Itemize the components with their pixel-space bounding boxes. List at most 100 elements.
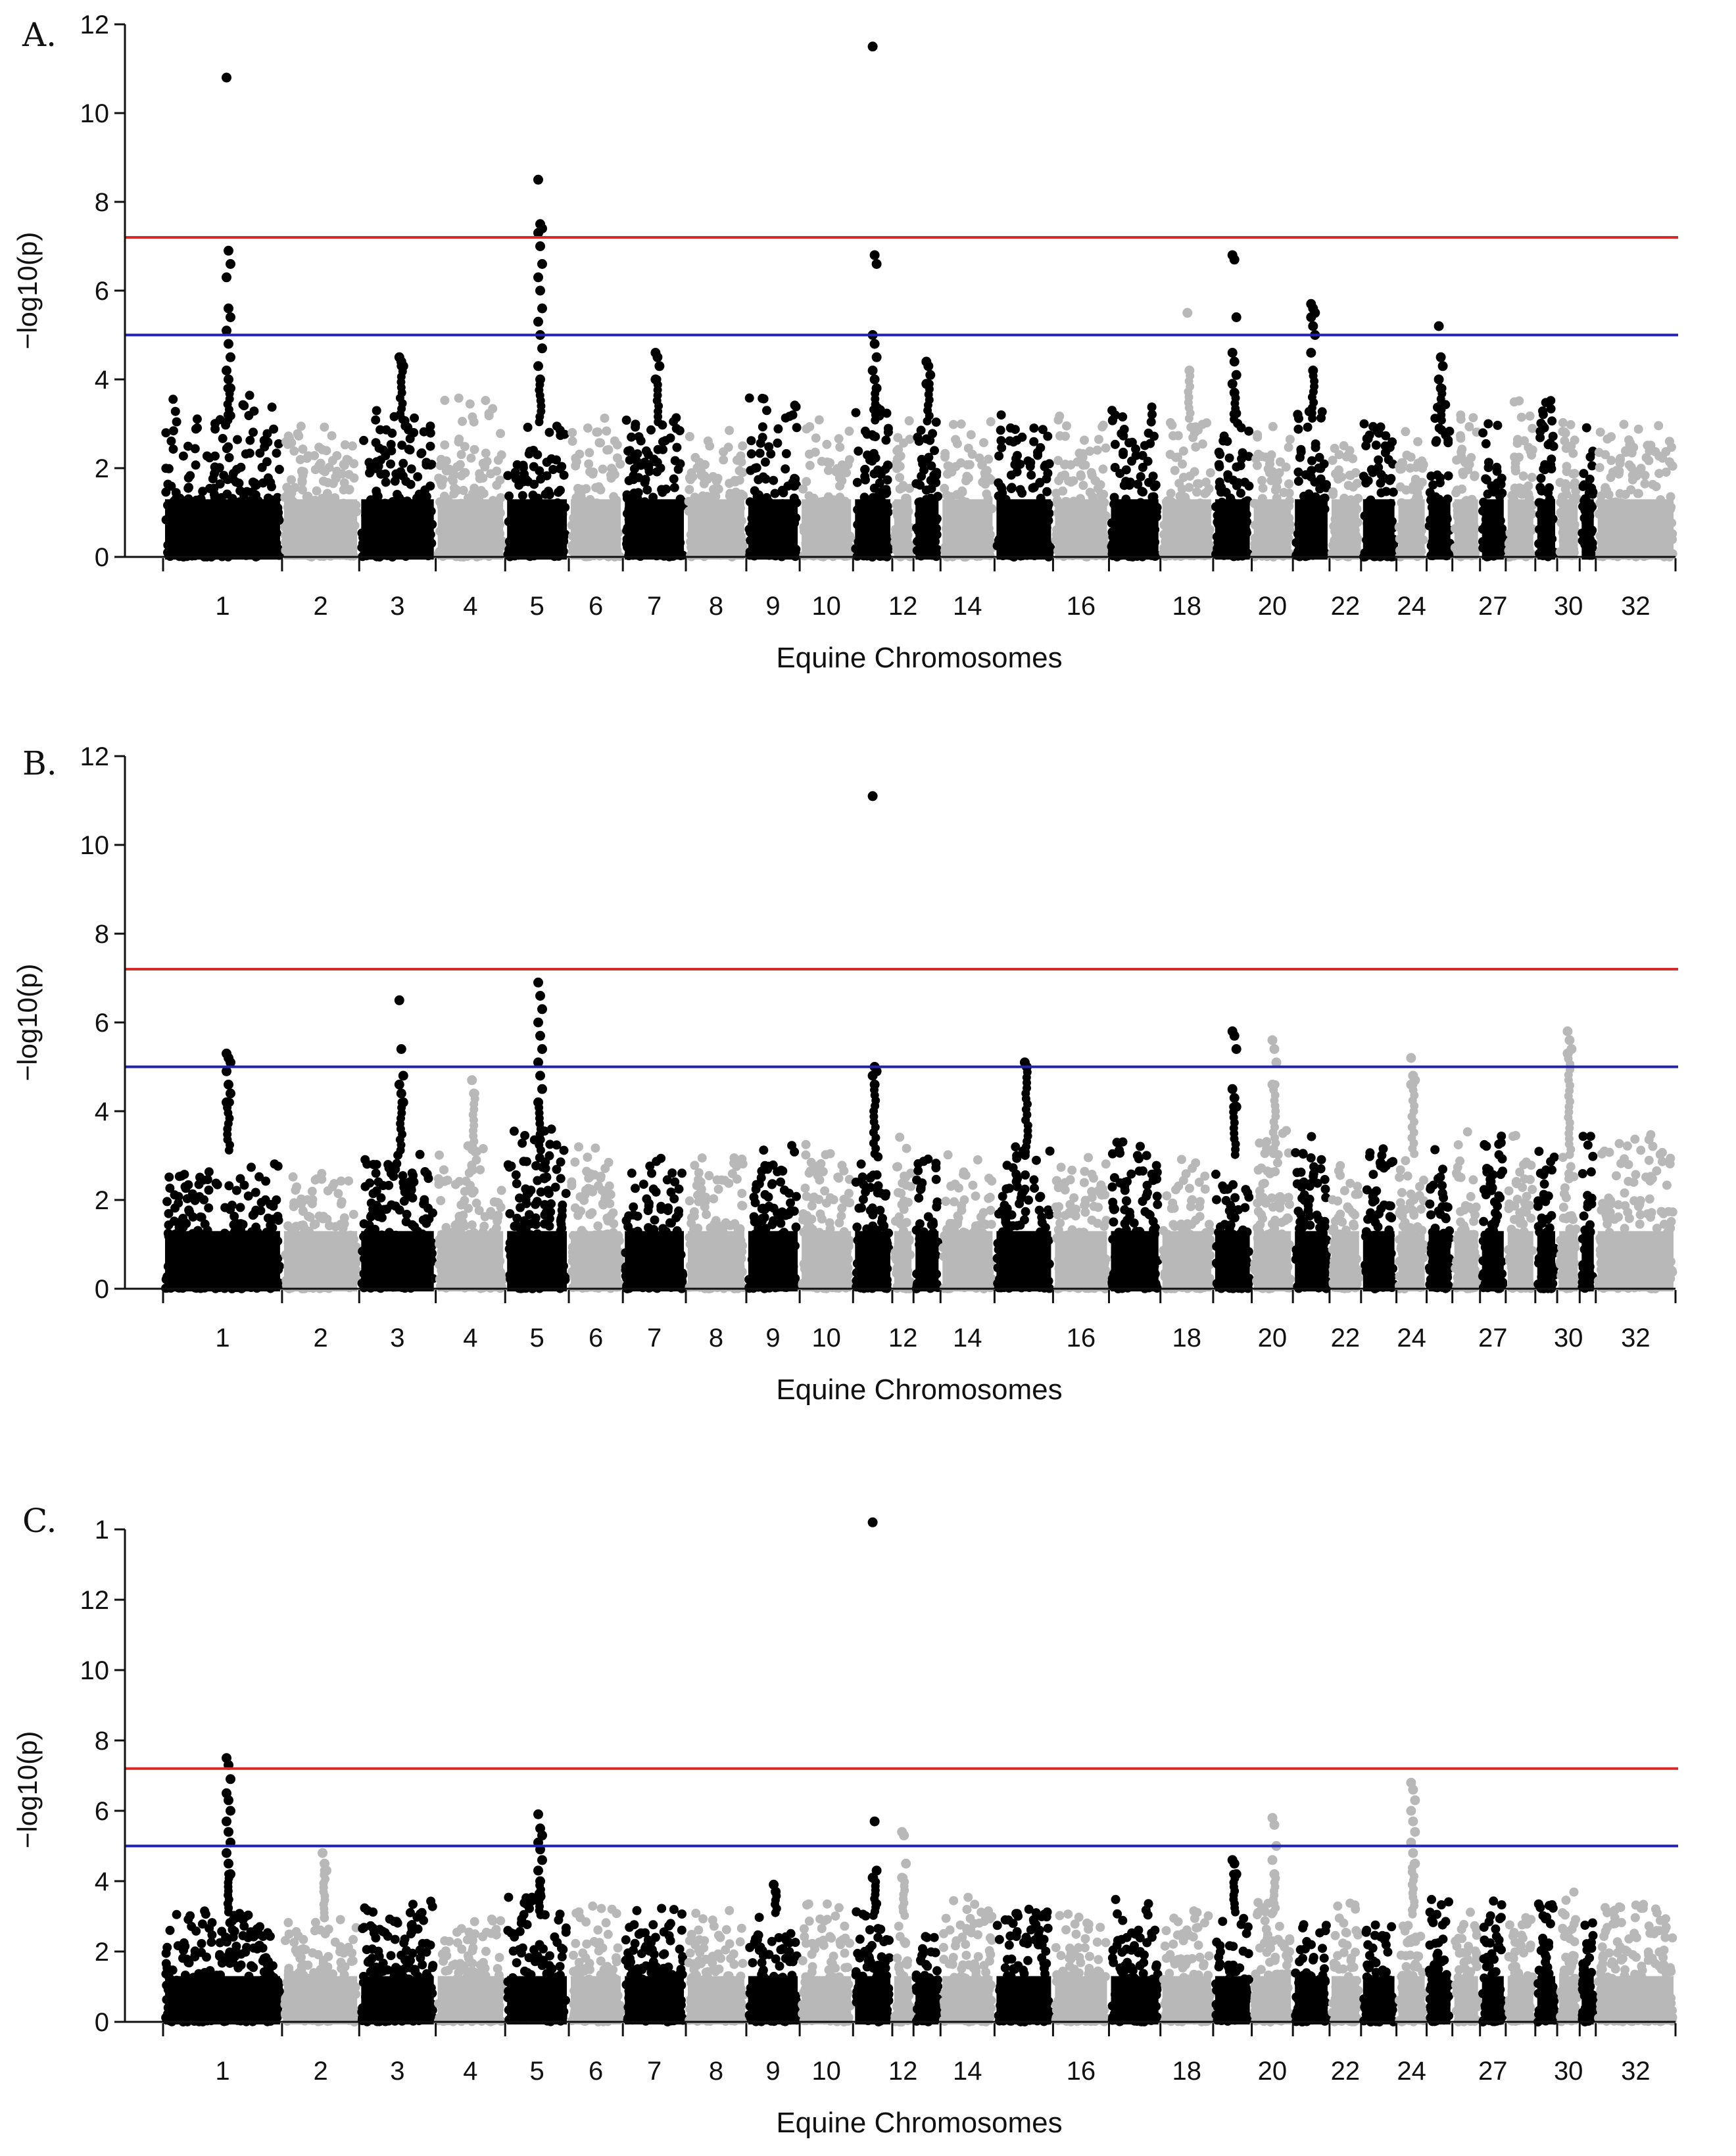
snp-point bbox=[600, 414, 610, 423]
snp-density-band bbox=[165, 1231, 280, 1292]
snp-point bbox=[746, 436, 756, 446]
snp-point bbox=[204, 1186, 214, 1195]
x-tick-label: 4 bbox=[463, 592, 477, 621]
peak-snp-point bbox=[1229, 356, 1240, 367]
x-tick-label: 24 bbox=[1397, 592, 1426, 621]
snp-point bbox=[1061, 431, 1070, 441]
snp-point bbox=[1508, 490, 1518, 500]
snp-point bbox=[405, 434, 415, 444]
snp-point bbox=[1432, 436, 1441, 446]
snp-point bbox=[406, 464, 416, 474]
snp-point bbox=[711, 476, 721, 486]
snp-point bbox=[195, 1172, 205, 1182]
snp-point bbox=[235, 1203, 245, 1212]
snp-point bbox=[798, 484, 808, 494]
snp-point bbox=[1026, 470, 1036, 480]
snp-point bbox=[1346, 471, 1355, 481]
snp-point bbox=[1138, 462, 1147, 472]
snp-point bbox=[931, 418, 941, 427]
snp-point bbox=[984, 454, 994, 464]
snp-point bbox=[982, 489, 992, 499]
snp-point bbox=[1615, 489, 1625, 498]
snp-point bbox=[1644, 456, 1654, 466]
snp-point bbox=[1201, 487, 1211, 497]
x-tick-label: 20 bbox=[1258, 592, 1288, 621]
snp-point bbox=[621, 416, 631, 425]
peak-snp-point bbox=[925, 370, 936, 380]
x-tick-label: 14 bbox=[953, 592, 982, 621]
snp-point bbox=[191, 460, 201, 470]
x-axis-title: Equine Chromosomes bbox=[776, 642, 1062, 674]
snp-point bbox=[518, 491, 527, 500]
snp-point bbox=[1560, 427, 1570, 437]
snp-point bbox=[282, 483, 292, 492]
snp-point bbox=[1268, 421, 1278, 431]
snp-point bbox=[1587, 461, 1597, 471]
snp-point bbox=[1215, 482, 1224, 492]
snp-point bbox=[1328, 490, 1338, 499]
snp-point bbox=[190, 444, 200, 454]
snp-point bbox=[298, 444, 308, 454]
snp-point bbox=[1315, 484, 1325, 494]
snp-point bbox=[164, 1209, 174, 1218]
snp-point bbox=[283, 439, 293, 449]
snp-point bbox=[979, 438, 988, 448]
snp-point bbox=[559, 470, 569, 480]
snp-point bbox=[1026, 458, 1036, 467]
snp-point bbox=[1510, 458, 1520, 468]
snp-point bbox=[178, 451, 188, 461]
snp-point bbox=[1185, 471, 1195, 481]
snp-point bbox=[544, 427, 554, 437]
snp-point bbox=[1634, 466, 1644, 476]
snp-point bbox=[210, 424, 220, 434]
snp-point bbox=[208, 474, 218, 484]
snp-point bbox=[963, 460, 973, 469]
snp-point bbox=[245, 435, 255, 445]
snp-point bbox=[459, 467, 469, 477]
snp-point bbox=[685, 473, 694, 483]
peak-snp-point bbox=[224, 303, 233, 314]
snp-point bbox=[604, 445, 614, 454]
snp-point bbox=[1078, 481, 1088, 491]
snp-point bbox=[1633, 424, 1643, 434]
snp-point bbox=[755, 448, 765, 458]
snp-point bbox=[593, 427, 603, 437]
snp-point bbox=[322, 446, 331, 456]
x-tick-label: 10 bbox=[811, 592, 841, 621]
snp-point bbox=[852, 477, 862, 487]
snp-point bbox=[823, 457, 832, 467]
snp-point bbox=[456, 450, 466, 460]
snp-point bbox=[1406, 452, 1416, 462]
snp-point bbox=[975, 453, 984, 463]
snp-point bbox=[1110, 439, 1120, 449]
snp-point bbox=[994, 451, 1004, 461]
snp-point bbox=[1017, 432, 1027, 442]
snp-point bbox=[1667, 460, 1677, 470]
peak-snp-point bbox=[224, 416, 233, 425]
snp-point bbox=[1085, 487, 1095, 497]
snp-point bbox=[287, 475, 296, 485]
snp-point bbox=[339, 460, 349, 470]
peak-snp-point bbox=[923, 361, 934, 371]
snp-point bbox=[1131, 450, 1141, 460]
snp-point bbox=[892, 464, 902, 473]
peak-snp-point bbox=[871, 259, 882, 269]
snp-point bbox=[484, 411, 494, 421]
snp-point bbox=[440, 395, 450, 405]
snp-point bbox=[376, 455, 385, 465]
snp-point bbox=[649, 454, 659, 464]
snp-point bbox=[957, 487, 967, 497]
peak-snp-point bbox=[869, 374, 880, 385]
snp-point bbox=[897, 483, 907, 493]
snp-point bbox=[320, 422, 329, 432]
x-tick-label: 27 bbox=[1478, 592, 1508, 621]
snp-point bbox=[327, 431, 337, 441]
snp-point bbox=[1413, 437, 1423, 446]
peak-snp-point bbox=[533, 361, 543, 371]
snp-point bbox=[1144, 428, 1153, 438]
snp-point bbox=[1536, 473, 1546, 483]
snp-point bbox=[1602, 485, 1611, 495]
snp-point bbox=[1265, 455, 1274, 465]
snp-point bbox=[1640, 479, 1650, 489]
